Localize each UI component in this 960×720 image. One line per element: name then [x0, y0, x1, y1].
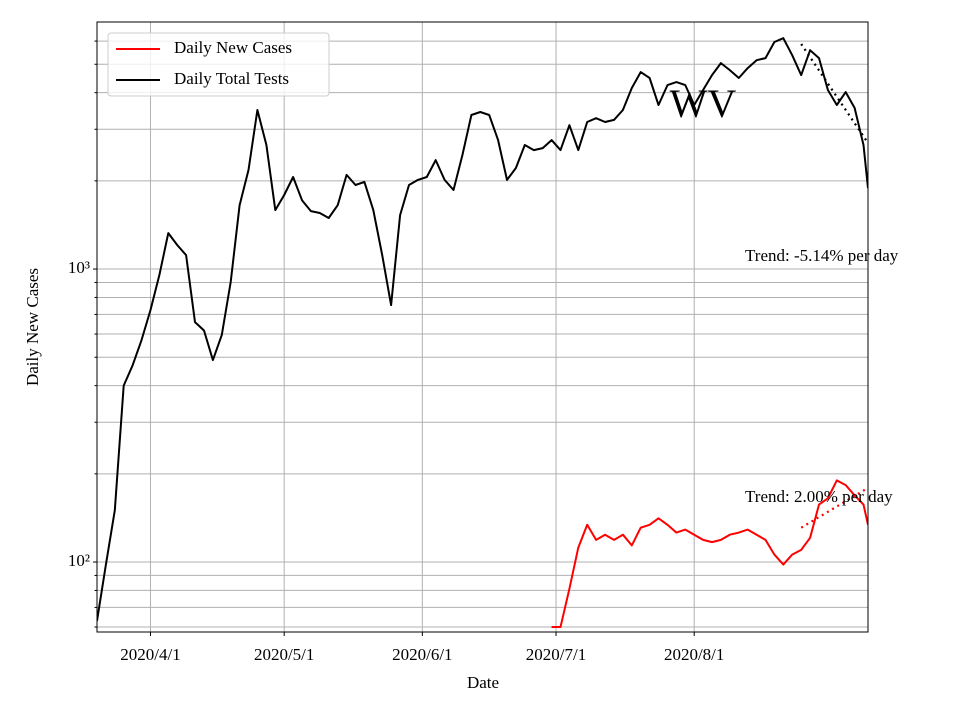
y-tick-label: 10² — [68, 551, 90, 570]
plot-area — [97, 37, 868, 628]
grid — [97, 22, 868, 632]
x-tick-label: 2020/4/1 — [120, 645, 180, 664]
y-tick-label: 10³ — [68, 258, 90, 277]
data-line — [97, 37, 868, 621]
legend-label: Daily New Cases — [174, 38, 292, 57]
trend-line — [800, 486, 868, 529]
y-axis-label: Daily New Cases — [23, 268, 42, 386]
trend-line — [800, 43, 868, 144]
x-axis-label: Date — [467, 673, 499, 692]
x-tick-label: 2020/7/1 — [526, 645, 586, 664]
trend-label: Trend: -5.14% per day — [745, 246, 899, 265]
axes-frame — [96, 21, 869, 633]
legend-label: Daily Total Tests — [174, 69, 289, 88]
x-tick-label: 2020/8/1 — [664, 645, 724, 664]
x-tick-label: 2020/6/1 — [392, 645, 452, 664]
legend-box — [107, 32, 330, 97]
data-line — [551, 479, 868, 628]
legend: Daily New Cases Daily Total Tests — [107, 32, 330, 97]
trend-label: Trend: 2.00% per day — [745, 487, 893, 506]
x-tick-label: 2020/5/1 — [254, 645, 314, 664]
annotation: WV — [670, 81, 737, 126]
